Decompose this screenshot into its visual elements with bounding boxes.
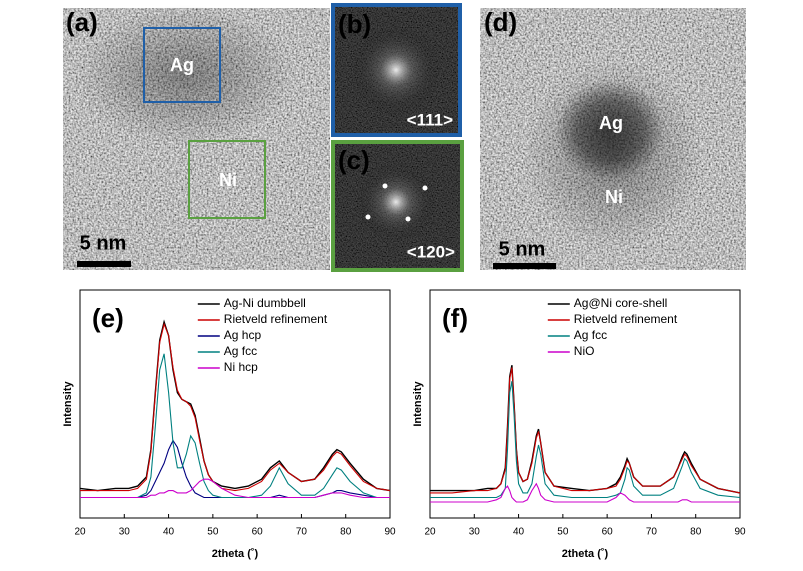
legend-label: Ag fcc	[224, 344, 257, 358]
x-tick-label: 30	[119, 527, 131, 538]
legend-label: NiO	[574, 344, 595, 358]
x-tick-label: 90	[734, 527, 746, 538]
frame	[331, 3, 462, 137]
scale-bar	[77, 261, 131, 267]
zone-axis: <111>	[407, 110, 453, 129]
legend-label: Ag-Ni dumbbell	[224, 296, 306, 310]
x-tick-label: 80	[340, 527, 352, 538]
region-label: Ag	[599, 113, 623, 133]
series-line	[80, 322, 391, 492]
spot	[365, 214, 371, 220]
series-line	[430, 482, 740, 503]
x-tick-label: 40	[163, 527, 175, 538]
x-tick-label: 20	[74, 527, 86, 538]
x-tick-label: 80	[690, 527, 702, 538]
x-tick-label: 20	[424, 527, 436, 538]
legend-label: Ag fcc	[574, 328, 607, 342]
x-axis-label: 2theta (˚)	[212, 548, 259, 560]
series-line	[430, 381, 741, 499]
x-tick-label: 50	[557, 527, 569, 538]
x-axis-label: 2theta (˚)	[562, 548, 609, 560]
series-line	[430, 367, 741, 494]
x-tick-label: 30	[469, 527, 481, 538]
panel-a: Ag Ni (a) 5 nm	[63, 5, 330, 270]
scale-bar-label: 5 nm	[80, 232, 127, 254]
chart-title: (e)	[92, 303, 124, 333]
plot-frame	[429, 289, 741, 519]
x-tick-label: 70	[296, 527, 308, 538]
region-label: Ni	[219, 170, 237, 190]
region-label: Ni	[605, 187, 623, 207]
x-tick-label: 50	[207, 527, 219, 538]
frame	[331, 140, 464, 272]
panel-b: (b) <111>	[331, 3, 462, 137]
spot	[382, 183, 388, 189]
x-tick-label: 90	[384, 527, 396, 538]
fft-center	[351, 25, 441, 115]
panel-label: (d)	[484, 7, 517, 37]
series-line	[80, 478, 390, 499]
series-line	[80, 353, 390, 499]
series-line	[430, 365, 741, 494]
region-box	[188, 140, 266, 219]
core	[555, 80, 665, 180]
x-tick-label: 40	[513, 527, 525, 538]
spot	[405, 216, 411, 222]
scale-bar	[493, 263, 556, 269]
legend-label: Ni hcp	[224, 360, 258, 374]
panel-label: (a)	[66, 7, 98, 37]
legend-label: Ag hcp	[224, 328, 262, 342]
legend-label: Ag@Ni core-shell	[574, 296, 668, 310]
region-label: Ag	[170, 55, 194, 75]
legend-label: Rietveld refinement	[224, 312, 328, 326]
y-axis-label: Intensity	[62, 381, 74, 427]
zone-axis: <120>	[407, 242, 455, 261]
panel-d: Ag Ni (d) 5 nm	[480, 7, 746, 270]
particle	[75, 5, 295, 145]
scale-bar-label: 5 nm	[499, 238, 546, 260]
spot	[422, 185, 428, 191]
y-axis-label: Intensity	[412, 381, 424, 427]
plot-frame	[79, 289, 391, 519]
panel-c: (c) <120>	[331, 140, 464, 272]
chart-title: (f)	[442, 303, 468, 333]
region-box	[143, 27, 221, 103]
panel-label: (c)	[338, 145, 370, 175]
x-tick-label: 60	[252, 527, 264, 538]
x-tick-label: 60	[602, 527, 614, 538]
legend-label: Rietveld refinement	[574, 312, 678, 326]
fft-center	[356, 162, 436, 242]
x-tick-label: 70	[646, 527, 658, 538]
panel-label: (b)	[338, 9, 371, 39]
